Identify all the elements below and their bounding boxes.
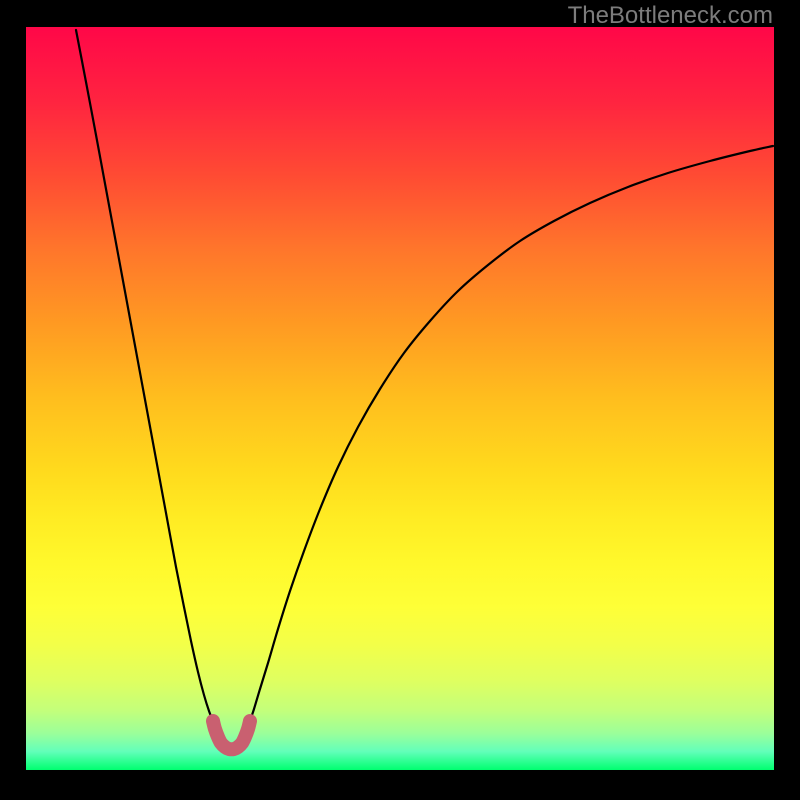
chart-frame: TheBottleneck.com — [0, 0, 800, 800]
bottleneck-curves-chart — [26, 27, 774, 770]
bottleneck-curve-line — [76, 30, 773, 749]
bottleneck-valley-marker — [213, 721, 250, 749]
watermark-text: TheBottleneck.com — [568, 2, 773, 30]
plot-area — [26, 27, 774, 770]
